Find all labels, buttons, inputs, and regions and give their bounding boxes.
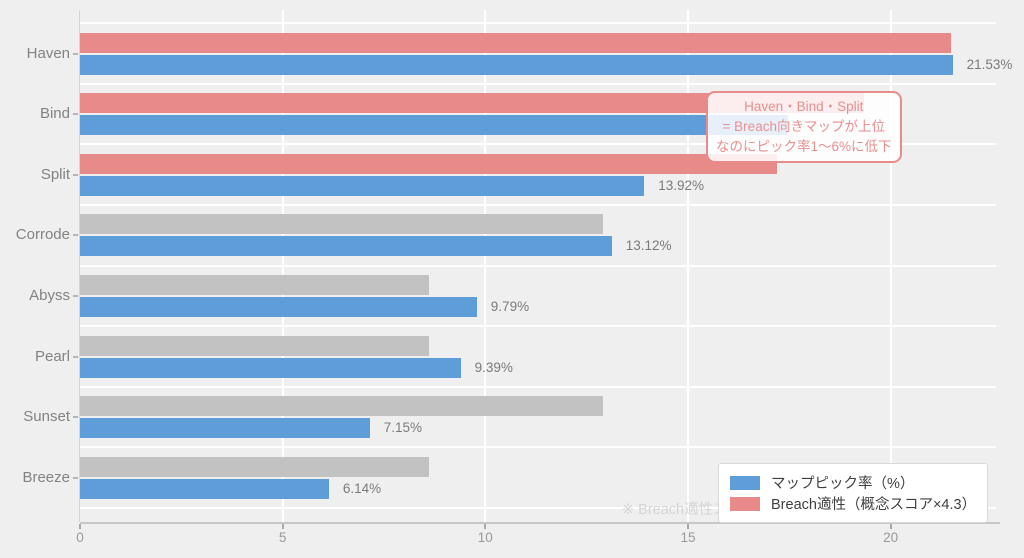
- group-boundary-gridline: [80, 325, 996, 328]
- map-pick-rate-bar: [80, 478, 329, 499]
- x-axis-tick: [281, 524, 284, 529]
- breach-fit-bar: [80, 396, 603, 417]
- x-axis-tick: [484, 524, 487, 529]
- group-boundary-gridline: [80, 82, 996, 85]
- x-axis-tick-label: 10: [477, 530, 493, 545]
- breach-fit-bar: [80, 93, 865, 114]
- breach-fit-bar: [80, 153, 778, 174]
- value-label: 6.14%: [342, 480, 382, 496]
- category-label: Corrode: [15, 226, 70, 244]
- value-label: 13.12%: [625, 238, 672, 254]
- y-axis-tick: [73, 173, 78, 176]
- map-pick-rate-bar: [80, 175, 645, 196]
- x-axis-tick-label: 5: [278, 530, 287, 545]
- group-boundary-gridline: [80, 204, 996, 206]
- map-pick-rate-bar: [80, 357, 461, 378]
- category-label: Sunset: [23, 408, 70, 426]
- y-axis-tick: [73, 52, 78, 55]
- breach-fit-bar: [80, 274, 429, 295]
- map-pick-rate-bar: [80, 236, 612, 257]
- group-boundary-gridline: [80, 507, 996, 509]
- category-label: Haven: [26, 44, 70, 62]
- value-label: 9.79%: [490, 298, 530, 314]
- legend-label: Breach適性（概念スコア×4.3）: [771, 497, 977, 513]
- map-pick-rate-bar: [80, 115, 788, 136]
- breach-fit-bar: [80, 456, 429, 477]
- annotation-line: Haven・Bind・Split: [744, 99, 864, 114]
- x-axis-tick-label: 0: [76, 530, 84, 545]
- annotation-line: = Breach向きマップが上位: [722, 119, 885, 134]
- x-axis-tick: [889, 524, 892, 529]
- group-boundary-gridline: [80, 264, 996, 267]
- y-axis-tick: [73, 113, 78, 116]
- breach-fit-bar: [80, 32, 952, 53]
- y-axis-tick: [73, 476, 78, 479]
- category-label: Breeze: [22, 468, 70, 486]
- value-label: 13.92%: [658, 177, 704, 193]
- value-label: 21.53%: [966, 56, 1013, 72]
- y-axis-tick: [73, 234, 78, 237]
- y-axis-tick: [73, 294, 78, 297]
- map-pick-rate-bar: [80, 418, 370, 439]
- watermark-note: ※ Breach適性ス: [622, 502, 728, 518]
- legend-box: マップピック率（%） Breach適性（概念スコア×4.3）: [718, 463, 989, 523]
- plot-area: 21.53% 13.92% 13.12% 9.79% 9.39% 7.15% 6.14%: [80, 10, 1012, 522]
- x-axis-tick-label: 20: [883, 530, 899, 545]
- annotation-line: なのにピック率1～6%に低下: [716, 139, 892, 154]
- y-axis-tick: [73, 355, 78, 358]
- y-axis-line: [79, 10, 80, 522]
- category-label: Abyss: [29, 286, 70, 304]
- annotation-box: Haven・Bind・Split = Breach向きマップが上位 なのにピック率1…: [706, 91, 902, 163]
- group-boundary-gridline: [80, 446, 996, 449]
- breach-fit-bar: [80, 214, 603, 235]
- map-pick-rate-bar: [80, 296, 477, 317]
- group-boundary-gridline: [80, 143, 996, 146]
- value-label: 9.39%: [474, 359, 513, 375]
- x-axis-tick: [686, 524, 689, 529]
- legend-swatch-breach-fit: [730, 496, 760, 511]
- x-axis-tick: [79, 524, 81, 529]
- value-label: 7.15%: [383, 420, 423, 436]
- legend-item: Breach適性（概念スコア×4.3）: [730, 493, 976, 514]
- legend-item: マップピック率（%）: [730, 472, 976, 493]
- category-label: Bind: [39, 105, 70, 123]
- group-boundary-gridline: [80, 385, 996, 388]
- legend-label: マップピック率（%）: [771, 476, 915, 492]
- x-axis-line: [80, 522, 1000, 524]
- category-label: Pearl: [34, 347, 70, 365]
- breach-fit-bar: [80, 335, 429, 356]
- group-boundary-gridline: [80, 22, 996, 25]
- x-axis-tick-label: 15: [680, 530, 696, 545]
- legend-swatch-pick-rate: [730, 475, 760, 490]
- y-axis-tick: [73, 416, 78, 419]
- category-label: Split: [40, 165, 70, 183]
- map-pick-rate-bar: [80, 54, 953, 75]
